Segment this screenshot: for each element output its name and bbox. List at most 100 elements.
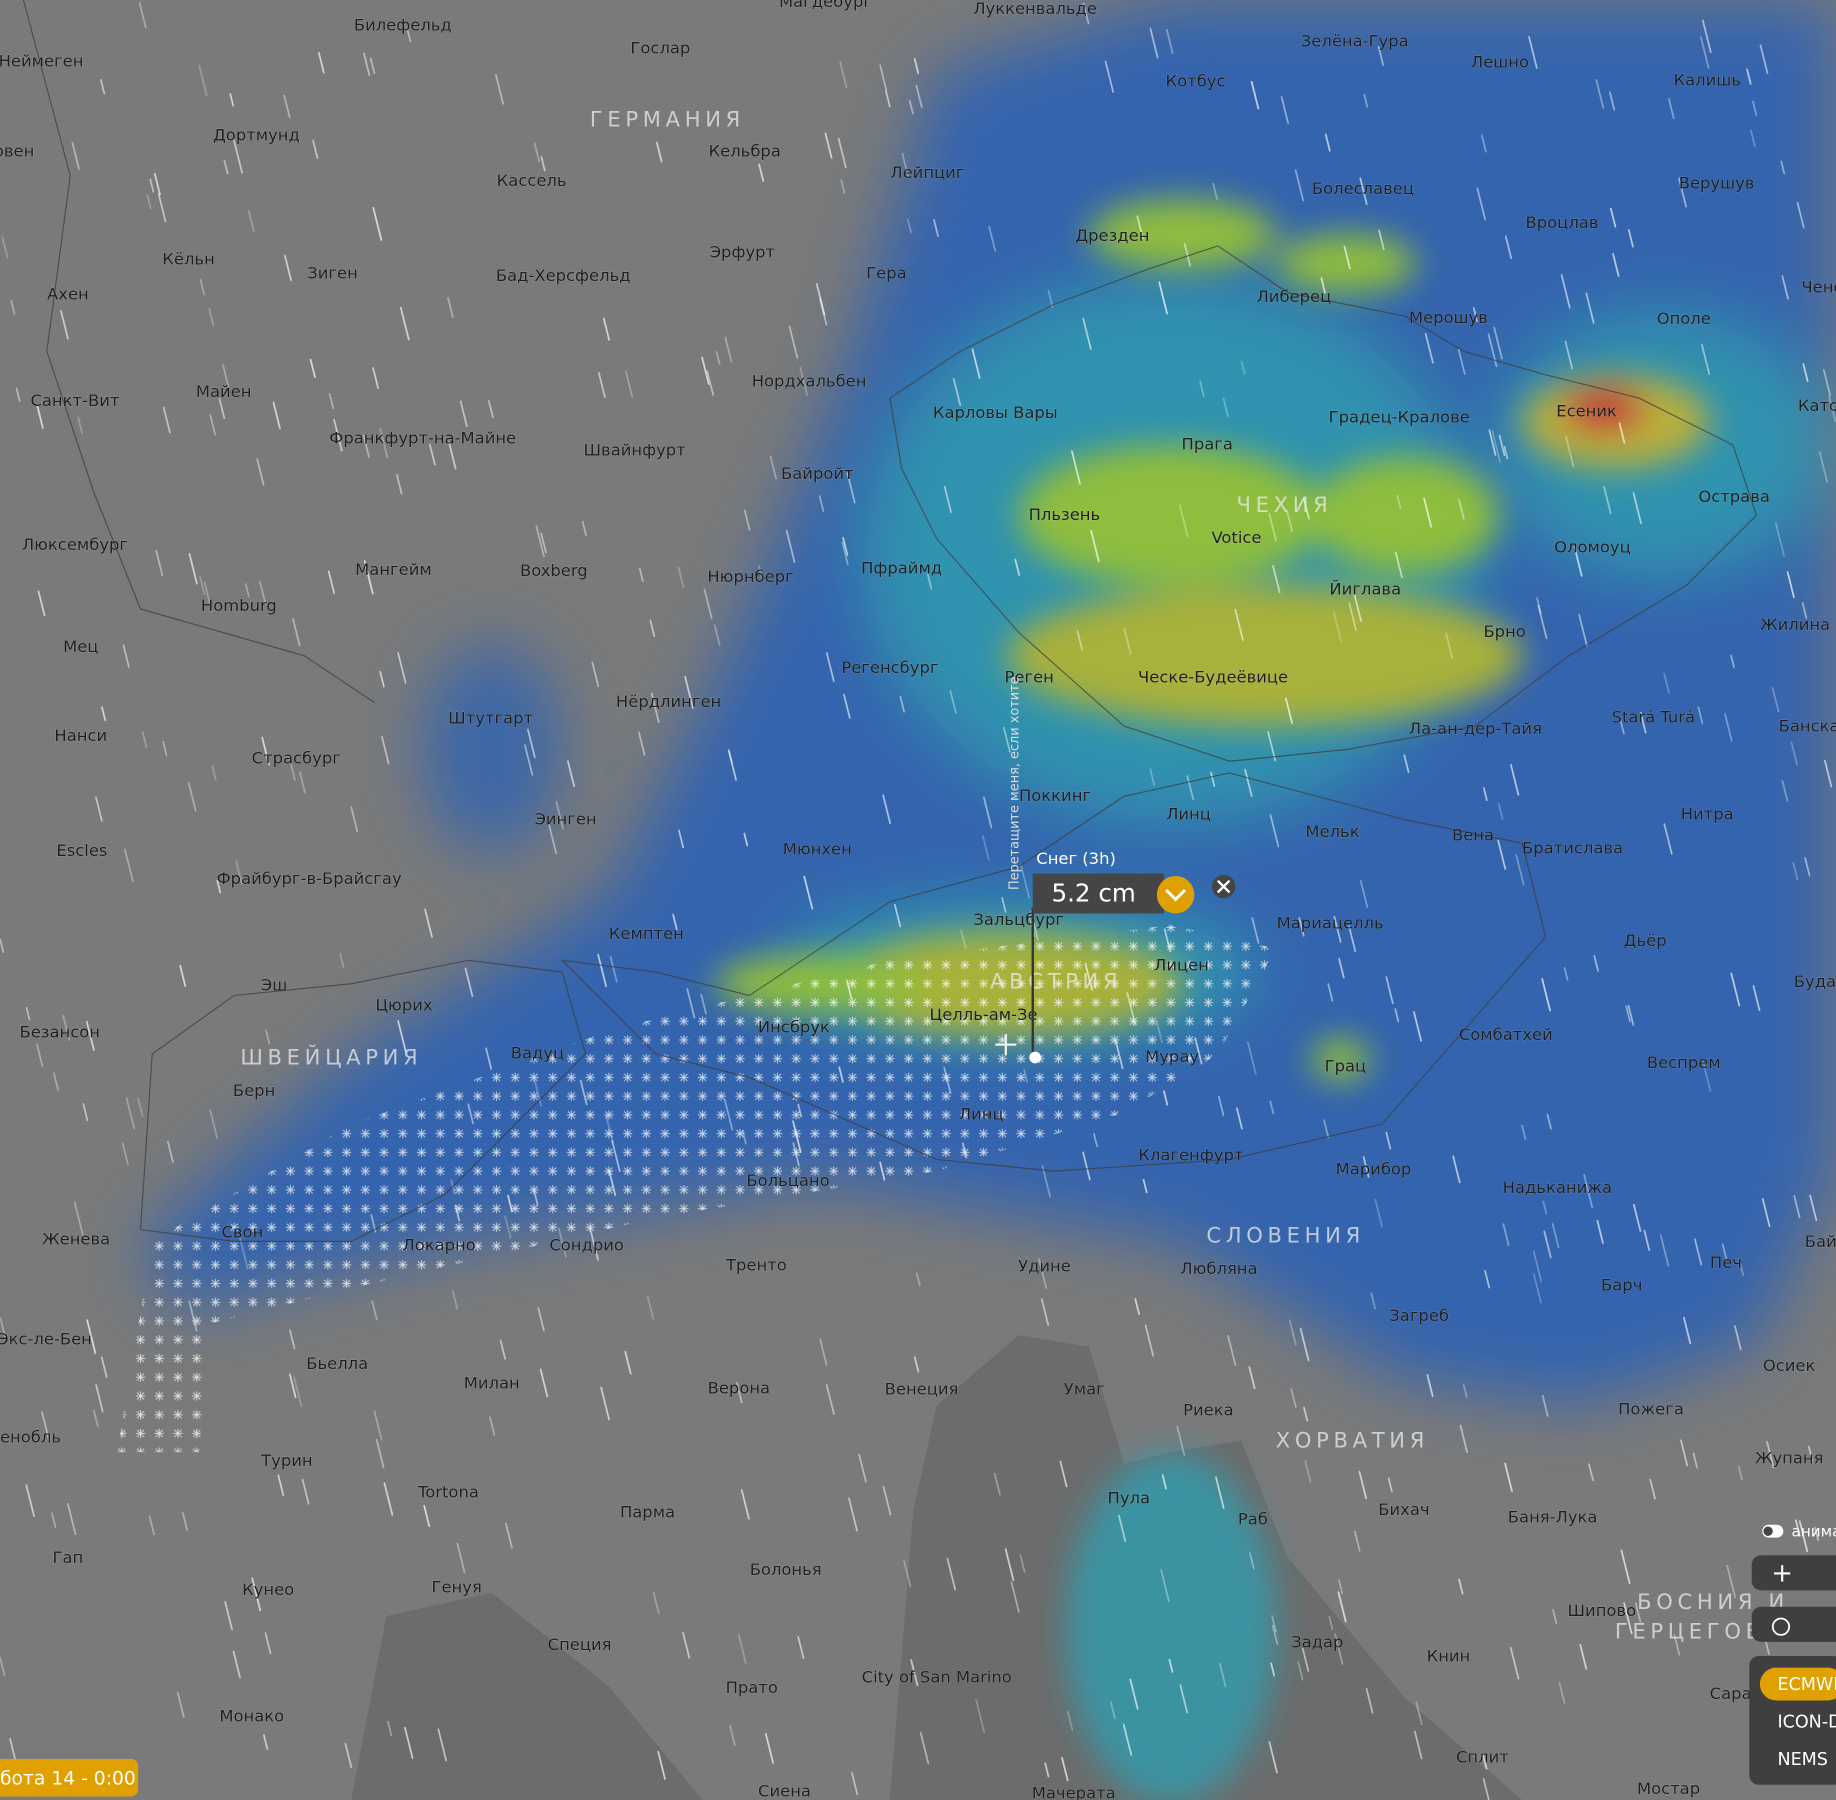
close-icon	[1216, 879, 1231, 894]
city-label: Votice	[1211, 528, 1261, 547]
rain-streak	[187, 781, 197, 812]
rain-streak	[1609, 207, 1617, 228]
popup-anchor[interactable]	[1029, 1051, 1041, 1064]
rain-streak	[741, 1129, 747, 1145]
rain-streak	[176, 1691, 185, 1719]
rain-streak	[1297, 1661, 1304, 1681]
rain-streak	[758, 565, 763, 579]
rain-streak	[284, 254, 292, 282]
rain-streak	[1509, 1646, 1520, 1680]
city-label: Като	[1798, 396, 1836, 415]
precipitation-blue	[421, 644, 563, 855]
city-label: Санкт-Вит	[30, 391, 119, 410]
rain-streak	[1179, 1684, 1189, 1714]
model-selected[interactable]	[1759, 1667, 1836, 1701]
rain-streak	[1082, 317, 1092, 350]
rain-streak	[1563, 967, 1569, 981]
city-label: Пула	[1108, 1489, 1151, 1508]
rain-streak	[36, 405, 44, 429]
rain-streak	[1365, 1688, 1374, 1714]
rain-streak	[1227, 1334, 1237, 1366]
rain-streak	[1394, 1008, 1400, 1023]
city-label: Пожега	[1618, 1400, 1684, 1419]
rain-streak	[25, 1007, 31, 1021]
rain-streak	[1632, 1203, 1642, 1232]
border	[889, 245, 1758, 762]
weather-button[interactable]	[1751, 1606, 1836, 1642]
rain-streak	[1472, 307, 1478, 323]
model-option[interactable]: ECMWI	[1777, 1675, 1836, 1695]
rain-streak	[312, 139, 319, 159]
rain-streak	[1332, 611, 1343, 643]
rain-streak	[533, 1190, 539, 1206]
rain-streak	[581, 521, 587, 537]
rain-streak	[1481, 1752, 1488, 1770]
rain-streak	[1304, 1460, 1312, 1483]
rain-streak	[1493, 326, 1503, 360]
rain-streak	[591, 661, 600, 688]
model-option[interactable]: ICON-D	[1777, 1713, 1836, 1733]
rain-streak	[1701, 1059, 1712, 1092]
rain-streak	[1269, 814, 1280, 848]
rain-streak	[993, 1472, 1001, 1496]
rain-streak	[1374, 1198, 1383, 1228]
rain-streak	[1603, 486, 1612, 515]
popup-hint: Перетащите меня, если хотите	[1008, 676, 1023, 890]
rain-streak	[1071, 450, 1081, 485]
rain-streak	[1362, 1156, 1370, 1178]
rain-streak	[1084, 962, 1093, 991]
rain-streak	[1487, 333, 1498, 368]
city-label: Boxberg	[520, 561, 588, 580]
city-label: Книн	[1427, 1647, 1471, 1666]
country-label: ШВЕЙЦАРИЯ	[240, 1045, 422, 1070]
rain-streak	[51, 1512, 57, 1529]
rain-streak	[729, 1724, 736, 1747]
rain-streak	[292, 618, 301, 647]
rain-streak	[913, 58, 920, 74]
city-label: Сара	[1710, 1684, 1752, 1703]
rain-streak	[1076, 630, 1084, 651]
rain-streak	[1560, 274, 1571, 309]
city-label: Эинген	[534, 809, 596, 828]
rain-streak	[141, 731, 148, 749]
rain-streak	[915, 84, 923, 109]
rain-streak	[589, 1227, 599, 1261]
forecast-popup[interactable]: Перетащите меня, если хотите Снег (3h) 5…	[995, 676, 1236, 1064]
city-label: Целль-ам-Зе	[929, 1005, 1037, 1024]
rain-streak	[1750, 129, 1756, 148]
rain-streak	[1353, 594, 1362, 622]
popup-dropdown[interactable]	[1156, 875, 1195, 914]
rain-streak	[1040, 1298, 1050, 1326]
rain-streak	[758, 163, 765, 182]
rain-streak	[86, 1319, 97, 1354]
rain-streak	[1543, 1230, 1552, 1259]
rain-streak	[1618, 716, 1625, 735]
city-label: Сплит	[1456, 1747, 1509, 1766]
rain-streak	[1338, 1579, 1344, 1594]
city-label: Либерец	[1256, 287, 1331, 306]
rain-streak	[1161, 1474, 1167, 1490]
timeline[interactable]: бота 14 - 0:00	[0, 1759, 139, 1797]
rain-streak	[1134, 1298, 1140, 1315]
time-badge[interactable]	[0, 1759, 139, 1797]
rain-streak	[387, 1720, 393, 1737]
zoom-in-button[interactable]	[1751, 1555, 1836, 1591]
rain-streak	[224, 1600, 233, 1631]
rain-streak	[1268, 1741, 1278, 1774]
rain-streak	[504, 1522, 513, 1549]
rain-streak	[423, 1504, 431, 1527]
rain-streak	[1807, 1445, 1814, 1462]
rain-streak	[375, 1438, 385, 1469]
city-label: Больцано	[746, 1171, 829, 1190]
rain-streak	[92, 1409, 99, 1428]
rain-streak	[1488, 429, 1497, 456]
rain-streak	[259, 580, 267, 605]
rain-streak	[251, 1577, 262, 1612]
rain-streak	[1596, 1219, 1604, 1244]
rain-streak	[611, 1140, 621, 1173]
city-label: Неймеген	[0, 52, 83, 71]
rain-streak	[101, 706, 107, 722]
rain-streak	[706, 370, 715, 396]
model-option[interactable]: NEMS	[1777, 1750, 1827, 1770]
